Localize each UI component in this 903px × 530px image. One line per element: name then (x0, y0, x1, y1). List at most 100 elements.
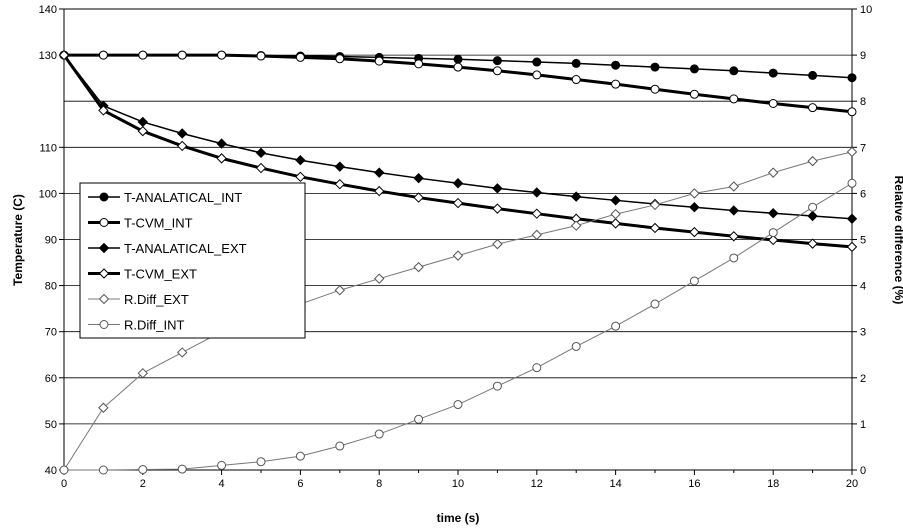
y-left-tick-label: 70 (45, 327, 57, 339)
data-point (572, 59, 580, 67)
y-right-tick-label: 0 (860, 465, 866, 477)
y-left-tick-label: 100 (39, 188, 57, 200)
y-right-tick-label: 4 (860, 281, 866, 293)
y-right-tick-label: 6 (860, 188, 866, 200)
x-tick-label: 16 (688, 478, 700, 490)
y-right-tick-label: 9 (860, 50, 866, 62)
data-point (493, 57, 501, 65)
data-point (218, 461, 226, 469)
data-point (99, 466, 107, 474)
y-right-tick-label: 5 (860, 235, 866, 247)
y-left-tick-label: 40 (45, 465, 57, 477)
y-left-tick-label: 60 (45, 373, 57, 385)
data-point (139, 466, 147, 474)
data-point (257, 458, 265, 466)
data-point (415, 60, 423, 68)
y-right-tick-label: 10 (860, 4, 872, 16)
data-point (533, 364, 541, 372)
data-point (769, 100, 777, 108)
data-point (533, 71, 541, 79)
data-point (730, 67, 738, 75)
data-point (375, 430, 383, 438)
legend-marker (100, 321, 108, 329)
data-point (809, 71, 817, 79)
x-tick-label: 20 (846, 478, 858, 490)
data-point (651, 300, 659, 308)
data-point (218, 51, 226, 59)
data-point (178, 51, 186, 59)
data-point (533, 58, 541, 66)
data-point (296, 452, 304, 460)
data-point (99, 51, 107, 59)
y-left-tick-label: 90 (45, 235, 57, 247)
data-point (257, 52, 265, 60)
legend-label: R.Diff_INT (124, 318, 184, 333)
y-left-tick-label: 80 (45, 281, 57, 293)
data-point (454, 401, 462, 409)
data-point (454, 63, 462, 71)
data-point (651, 85, 659, 93)
data-point (454, 55, 462, 63)
data-point (809, 203, 817, 211)
data-point (60, 466, 68, 474)
data-point (336, 442, 344, 450)
x-tick-label: 18 (767, 478, 779, 490)
data-point (493, 67, 501, 75)
y-axis-left: 40 50 60 70 80 90 100 110 130 140 (39, 4, 64, 477)
x-tick-label: 6 (297, 478, 303, 490)
data-point (415, 415, 423, 423)
x-tick-label: 10 (452, 478, 464, 490)
data-point (848, 108, 856, 116)
y-axis-right-title: Relative difference (%) (892, 176, 903, 305)
legend-label: T-CVM_INT (124, 216, 193, 231)
x-tick-label: 12 (531, 478, 543, 490)
legend-label: T-ANALATICAL_EXT (124, 241, 247, 256)
legend-label: T-CVM_EXT (124, 267, 197, 282)
legend-label: R.Diff_EXT (124, 292, 189, 307)
y-right-tick-label: 8 (860, 96, 866, 108)
legend-box (80, 183, 305, 338)
x-axis-title: time (s) (437, 511, 480, 525)
y-right-tick-label: 3 (860, 327, 866, 339)
data-point (848, 179, 856, 187)
data-point (296, 53, 304, 61)
data-point (651, 63, 659, 71)
data-point (493, 382, 501, 390)
data-point (690, 65, 698, 73)
y-right-tick-label: 1 (860, 419, 866, 431)
data-point (612, 61, 620, 69)
x-tick-label: 14 (609, 478, 621, 490)
data-point (612, 322, 620, 330)
data-point (178, 465, 186, 473)
data-point (375, 57, 383, 65)
y-left-tick-label: 50 (45, 419, 57, 431)
y-right-tick-label: 7 (860, 142, 866, 154)
y-left-tick-label: 140 (39, 4, 57, 16)
data-point (572, 342, 580, 350)
x-tick-label: 8 (376, 478, 382, 490)
y-axis-left-title: Temperature (C) (11, 194, 25, 286)
y-left-tick-label: 130 (39, 50, 57, 62)
x-tick-label: 0 (61, 478, 67, 490)
data-point (139, 51, 147, 59)
x-tick-label: 2 (140, 478, 146, 490)
y-right-tick-label: 2 (860, 373, 866, 385)
data-point (730, 95, 738, 103)
data-point (769, 69, 777, 77)
data-point (730, 254, 738, 262)
legend: T-ANALATICAL_INT T-CVM_INT T-ANALATICAL_EX… (80, 183, 305, 338)
x-tick-label: 4 (219, 478, 225, 490)
data-point (848, 74, 856, 82)
legend-marker (100, 193, 108, 201)
data-point (690, 277, 698, 285)
data-point (336, 55, 344, 63)
data-point (612, 80, 620, 88)
data-point (572, 76, 580, 84)
data-point (809, 104, 817, 112)
y-left-tick-label: 110 (39, 142, 57, 154)
legend-marker (100, 219, 108, 227)
data-point (769, 229, 777, 237)
data-point (690, 90, 698, 98)
legend-label: T-ANALATICAL_INT (124, 190, 242, 205)
